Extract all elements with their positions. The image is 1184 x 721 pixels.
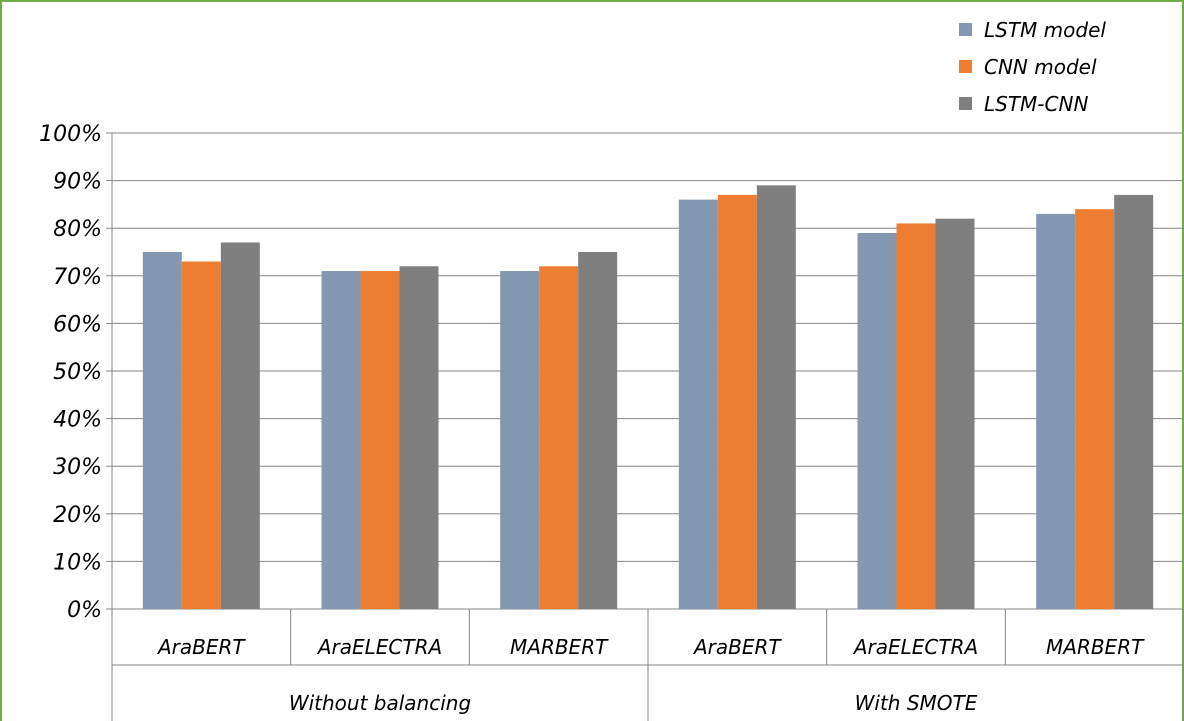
bar-lstm-model: [321, 271, 361, 609]
legend-label: CNN model: [984, 55, 1097, 79]
legend: LSTM model CNN model LSTM-CNN: [959, 18, 1106, 116]
group-label: With SMOTE: [855, 691, 978, 715]
axes: [106, 132, 1184, 721]
legend-swatch: [959, 23, 972, 36]
bar-cnn-model: [1075, 209, 1115, 609]
y-tick-label: 30%: [53, 455, 102, 480]
y-tick-label: 50%: [53, 360, 102, 385]
legend-label: LSTM model: [984, 18, 1106, 42]
bar-lstm-model: [142, 252, 182, 609]
y-tick-label: 80%: [53, 217, 102, 242]
category-label: AraBERT: [692, 635, 782, 659]
bar-lstm-model: [857, 232, 897, 609]
gridlines: [112, 132, 1184, 610]
bar-lstm-model: [678, 199, 718, 609]
bar-lstm-cnn: [756, 185, 796, 610]
bar-lstm-cnn: [935, 218, 975, 609]
y-tick-label: 100%: [39, 122, 102, 147]
bar-lstm-cnn: [220, 242, 260, 610]
bar-cnn-model: [717, 194, 757, 609]
y-tick-label: 90%: [53, 170, 102, 195]
bar-cnn-model: [896, 223, 936, 609]
y-tick-label: 0%: [67, 598, 102, 623]
bar-lstm-cnn: [399, 266, 439, 609]
y-tick-label: 60%: [53, 312, 102, 337]
bar-cnn-model: [181, 261, 221, 609]
category-label: MARBERT: [510, 635, 609, 659]
bars: [142, 185, 1154, 610]
bar-cnn-model: [539, 266, 579, 609]
y-tick-label: 10%: [53, 550, 102, 575]
bar-lstm-cnn: [1114, 194, 1154, 609]
category-label: AraBERT: [156, 635, 246, 659]
category-label: AraELECTRA: [316, 635, 442, 659]
bar-lstm-model: [1036, 213, 1076, 610]
axis-labels: 0% 10% 20% 30% 40% 50% 60% 70% 80% 90% 100% AraBERT…: [39, 122, 1145, 715]
y-tick-label: 70%: [53, 265, 102, 290]
bar-lstm-cnn: [578, 252, 618, 609]
y-tick-label: 20%: [53, 503, 102, 528]
legend-swatch: [959, 97, 972, 110]
category-label: MARBERT: [1046, 635, 1145, 659]
category-label: AraELECTRA: [852, 635, 978, 659]
legend-label: LSTM-CNN: [984, 92, 1088, 116]
legend-swatch: [959, 60, 972, 73]
y-tick-label: 40%: [53, 408, 102, 433]
bar-lstm-model: [500, 271, 540, 609]
group-label: Without balancing: [289, 691, 471, 715]
bar-cnn-model: [360, 271, 400, 609]
